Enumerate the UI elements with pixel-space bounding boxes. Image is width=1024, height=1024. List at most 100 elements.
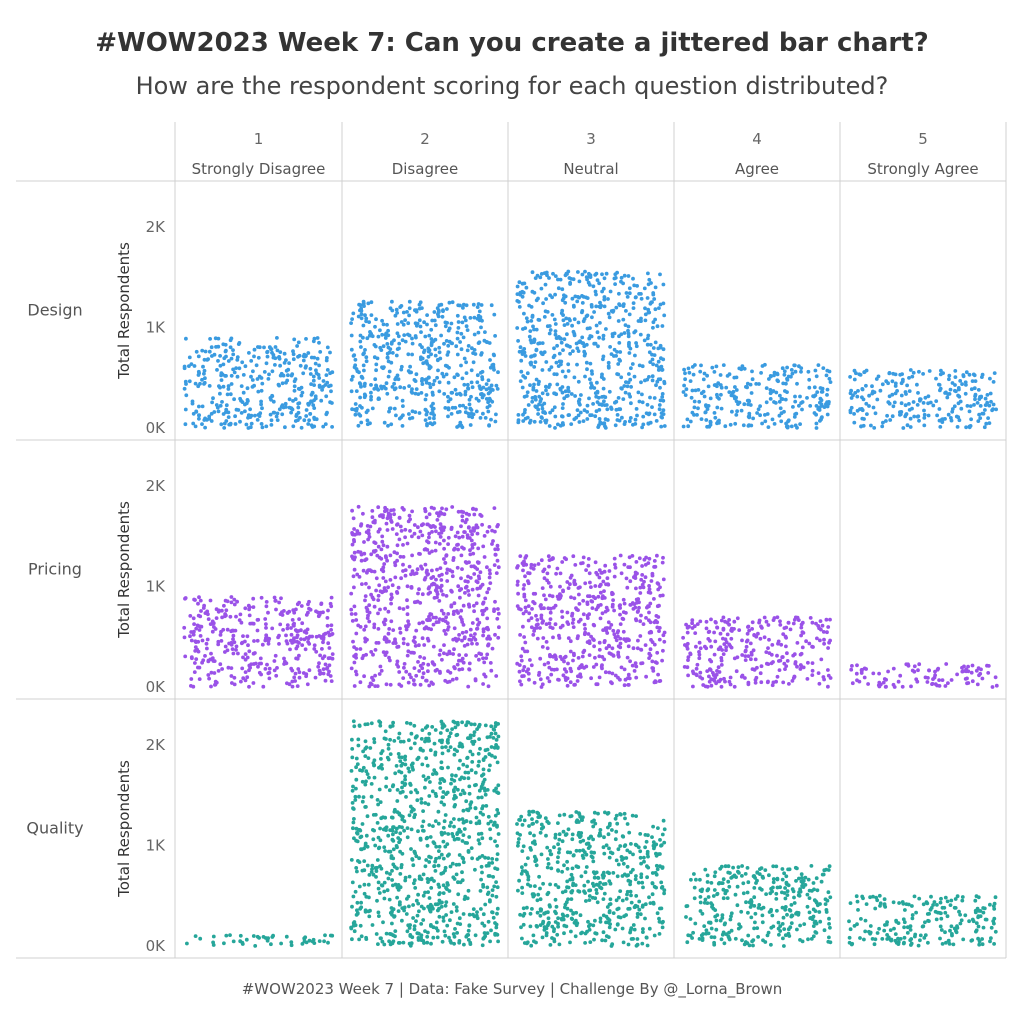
data-point — [640, 425, 644, 430]
data-point — [384, 650, 389, 655]
data-point — [376, 593, 381, 598]
data-point — [424, 570, 429, 575]
data-point — [980, 676, 985, 681]
data-point — [637, 556, 642, 561]
data-point — [352, 567, 357, 572]
data-point — [433, 323, 438, 328]
data-point — [556, 677, 560, 682]
data-point — [329, 679, 334, 683]
data-point — [209, 684, 213, 689]
data-point — [607, 651, 612, 655]
data-point — [476, 763, 481, 768]
data-point — [398, 554, 403, 559]
row-question-label: Design — [27, 301, 82, 320]
data-point — [405, 929, 410, 934]
data-point — [886, 400, 891, 404]
data-point — [412, 741, 417, 746]
data-point — [308, 372, 313, 376]
data-point — [785, 651, 789, 656]
data-point — [437, 389, 442, 394]
data-point — [458, 741, 462, 746]
data-point — [316, 614, 321, 619]
data-point — [588, 413, 593, 418]
data-point — [536, 562, 541, 566]
data-point — [386, 746, 391, 751]
data-point — [491, 362, 496, 367]
data-point — [707, 674, 711, 679]
data-point — [577, 602, 582, 606]
data-point — [743, 654, 748, 658]
data-point — [821, 630, 826, 634]
data-point — [723, 679, 727, 684]
data-point — [421, 774, 426, 778]
data-point — [739, 408, 744, 413]
data-point — [427, 366, 432, 371]
data-point — [354, 409, 359, 413]
data-point — [354, 765, 358, 770]
data-point — [476, 330, 481, 335]
data-point — [408, 923, 412, 927]
data-point — [520, 646, 525, 651]
data-point — [457, 588, 462, 593]
data-point — [535, 636, 540, 641]
data-point — [639, 577, 644, 582]
data-point — [471, 360, 476, 365]
data-point — [214, 616, 219, 620]
data-point — [647, 587, 652, 592]
data-point — [296, 405, 301, 410]
data-point — [463, 560, 468, 564]
data-point — [456, 637, 461, 641]
data-point — [743, 649, 748, 654]
data-point — [359, 316, 364, 321]
data-point — [384, 931, 389, 936]
data-point — [633, 353, 637, 358]
data-point — [402, 665, 406, 670]
data-point — [391, 720, 395, 725]
data-point — [403, 777, 407, 782]
data-point — [662, 639, 667, 644]
data-point — [468, 627, 473, 632]
data-point — [452, 793, 457, 798]
data-point — [273, 345, 278, 349]
data-point — [573, 394, 577, 398]
data-point — [543, 282, 548, 287]
data-point — [419, 797, 424, 801]
data-point — [377, 555, 382, 560]
data-point — [609, 623, 614, 627]
data-point — [198, 614, 203, 619]
data-point — [536, 412, 540, 416]
data-point — [576, 379, 581, 384]
data-point — [371, 837, 376, 842]
data-point — [621, 610, 626, 614]
data-point — [487, 568, 492, 573]
data-point — [795, 615, 800, 620]
data-point — [317, 661, 321, 666]
data-point — [712, 630, 716, 635]
data-point — [368, 330, 372, 334]
data-point — [245, 398, 250, 402]
data-point — [371, 872, 376, 877]
data-point — [538, 275, 543, 280]
data-point — [457, 658, 461, 663]
data-point — [380, 332, 385, 337]
data-point — [529, 305, 534, 309]
data-point — [558, 277, 563, 282]
data-point — [211, 934, 216, 939]
data-point — [419, 800, 424, 805]
data-point — [542, 401, 547, 406]
data-point — [409, 827, 414, 832]
y-axis-title: Total Respondents — [115, 760, 133, 898]
data-point — [359, 420, 364, 425]
data-point — [401, 555, 406, 559]
data-point — [622, 384, 627, 388]
data-point — [580, 654, 585, 659]
data-point — [464, 934, 469, 939]
data-point — [710, 365, 715, 370]
data-point — [192, 622, 197, 626]
data-point — [365, 336, 370, 341]
data-point — [445, 621, 450, 626]
data-point — [587, 396, 591, 401]
data-point — [626, 331, 631, 336]
data-point — [471, 526, 476, 530]
data-point — [653, 660, 658, 665]
